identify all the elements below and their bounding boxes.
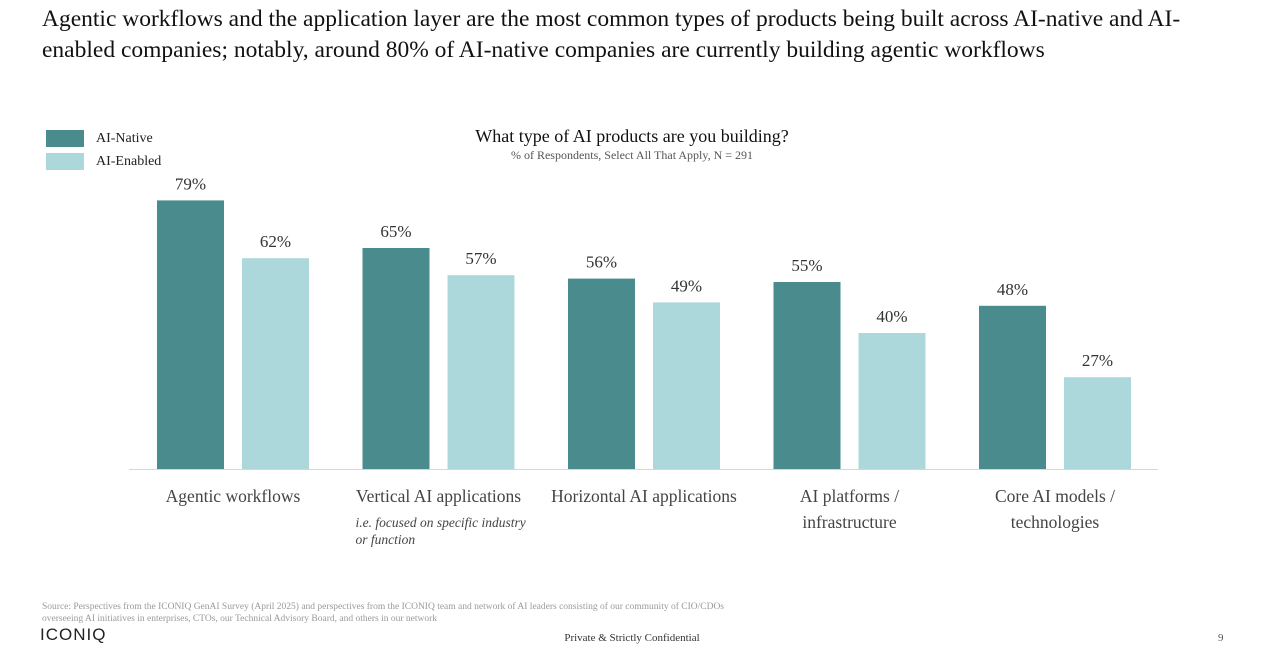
legend-item-ai-enabled: AI-Enabled (46, 150, 161, 173)
data-label-ai-enabled-agentic-workflows: 62% (260, 232, 291, 251)
chart-title: What type of AI products are you buildin… (475, 126, 789, 146)
bar-ai-native-ai-platforms-infrastructure (773, 282, 841, 469)
bar-ai-native-vertical-ai-applications (362, 248, 430, 469)
footer-source-note: Source: Perspectives from the ICONIQ Gen… (42, 602, 725, 624)
data-label-ai-native-agentic-workflows: 79% (175, 174, 206, 193)
chart-title-block: What type of AI products are you buildin… (0, 126, 1264, 163)
category-label-agentic-workflows: Agentic workflows (166, 486, 301, 506)
data-label-ai-native-ai-platforms-infrastructure: 55% (791, 256, 822, 275)
legend-swatch-ai-enabled (46, 153, 84, 170)
bar-ai-native-core-ai-models-technologies (979, 305, 1046, 469)
category-label-vertical-ai-applications: Vertical AI applications (356, 486, 521, 506)
data-label-ai-enabled-vertical-ai-applications: 57% (465, 249, 496, 268)
data-label-ai-enabled-horizontal-ai-applications: 49% (671, 276, 702, 295)
page-headline: Agentic workflows and the application la… (42, 6, 1181, 63)
category-label-ai-platforms-infrastructure: AI platforms / (800, 486, 899, 506)
legend-item-ai-native: AI-Native (46, 127, 161, 150)
data-label-ai-enabled-core-ai-models-technologies: 27% (1082, 351, 1113, 370)
iconiq-logo: ICONIQ (40, 625, 107, 644)
bar-ai-enabled-vertical-ai-applications (447, 275, 515, 469)
category-label-ai-platforms-infrastructure: infrastructure (802, 512, 896, 532)
category-label-core-ai-models-technologies: technologies (1011, 512, 1100, 532)
legend-label-ai-native: AI-Native (96, 130, 153, 146)
category-label-horizontal-ai-applications: Horizontal AI applications (551, 486, 737, 506)
data-label-ai-native-horizontal-ai-applications: 56% (586, 253, 617, 272)
bar-ai-native-agentic-workflows (157, 200, 224, 469)
bar-ai-native-horizontal-ai-applications (568, 278, 635, 469)
chart-subtitle: % of Respondents, Select All That Apply,… (510, 148, 754, 162)
legend-swatch-ai-native (46, 130, 84, 147)
legend-label-ai-enabled: AI-Enabled (96, 153, 162, 169)
bar-chart: 79% 62% Agentic workflows 65% 57% Vertical AI… (129, 174, 1158, 547)
bar-ai-enabled-horizontal-ai-applications (653, 302, 720, 469)
bar-ai-enabled-agentic-workflows (242, 258, 309, 469)
chart-legend: AI-Native AI-Enabled (46, 127, 161, 173)
data-label-ai-native-vertical-ai-applications: 65% (380, 222, 411, 241)
page-number: 9 (1218, 632, 1224, 644)
bar-ai-enabled-ai-platforms-infrastructure (858, 333, 926, 469)
confidentiality-notice: Private & Strictly Confidential (564, 632, 700, 644)
category-note-vertical-ai-applications: i.e. focused on specific industry (356, 515, 526, 530)
category-note-vertical-ai-applications: or function (356, 532, 416, 547)
data-label-ai-native-core-ai-models-technologies: 48% (997, 280, 1028, 299)
data-label-ai-enabled-ai-platforms-infrastructure: 40% (876, 307, 907, 326)
bar-ai-enabled-core-ai-models-technologies (1064, 377, 1131, 469)
category-label-core-ai-models-technologies: Core AI models / (995, 486, 1115, 506)
